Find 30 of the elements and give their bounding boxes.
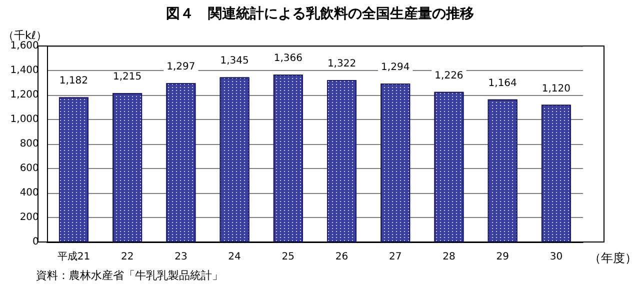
y-tick-label: 600 [20, 163, 39, 174]
x-tick-label: 28 [442, 252, 456, 262]
x-tick-label: 23 [174, 252, 188, 262]
data-label: 1,182 [59, 76, 88, 87]
text: 資料：農林水産省「牛乳乳製品統計」 [36, 269, 223, 282]
x-tick-label: 30 [550, 252, 563, 262]
data-label: 1,297 [166, 62, 196, 73]
x-axis-title: （年度） [589, 251, 637, 265]
data-label: 1,120 [542, 83, 571, 94]
data-label: 1,366 [274, 53, 302, 64]
data-label: 1,345 [220, 56, 249, 67]
y-tick-label: 1,400 [10, 65, 39, 76]
y-tick-label: 1,200 [10, 90, 39, 100]
y-tick-label: 1,600 [10, 40, 39, 52]
data-label: 1,322 [327, 58, 356, 70]
data-label: 1,226 [434, 70, 464, 82]
data-label: 1,294 [381, 62, 410, 73]
y-axis-title: （千kℓ） [2, 29, 47, 42]
data-label: 1,215 [113, 72, 142, 83]
x-tick-label: 22 [120, 252, 134, 262]
y-tick-label: 1,000 [10, 114, 39, 125]
x-tick-label: 24 [228, 252, 241, 262]
y-tick-label: 800 [20, 138, 39, 150]
data-label: 1,164 [488, 78, 517, 89]
x-tick-label: 25 [282, 252, 295, 262]
x-tick-label: 26 [335, 252, 348, 262]
x-tick-label: 平成21 [57, 250, 90, 262]
x-tick-label: 29 [496, 252, 509, 262]
x-tick-label: 27 [389, 252, 402, 262]
chart-title: 図４ 関連統計による乳飲料の全国生産量の推移 [166, 5, 474, 22]
